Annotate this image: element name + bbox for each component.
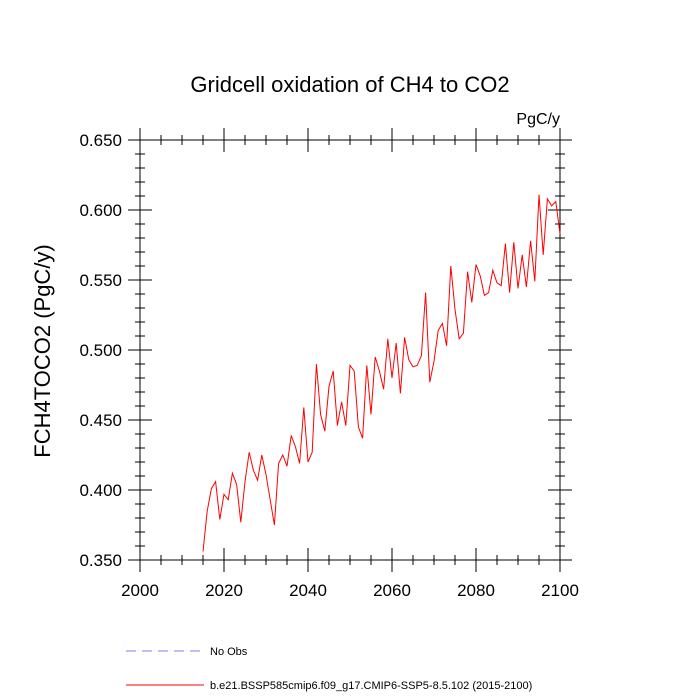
- legend-label: No Obs: [210, 646, 248, 658]
- axis-ticks: [128, 128, 572, 572]
- legend-label: b.e21.BSSP585cmip6.f09_g17.CMIP6-SSP5-8.…: [210, 680, 532, 692]
- y-tick-label: 0.350: [79, 551, 122, 570]
- y-tick-label: 0.600: [79, 201, 122, 220]
- y-tick-label: 0.550: [79, 271, 122, 290]
- axis-tick-labels: 2000 2020 2040 2060 2080 2100 0.350 0.400 0.450 0…: [79, 131, 578, 600]
- units-label: PgC/y: [516, 111, 560, 128]
- chart-title: Gridcell oxidation of CH4 to CO2: [190, 72, 509, 97]
- y-tick-label: 0.500: [79, 341, 122, 360]
- x-tick-label: 2000: [121, 581, 159, 600]
- x-tick-label: 2080: [457, 581, 495, 600]
- plot-frame: [139, 139, 561, 561]
- x-tick-label: 2060: [373, 581, 411, 600]
- x-tick-label: 2100: [541, 581, 579, 600]
- series-line: [202, 194, 561, 552]
- x-tick-label: 2020: [205, 581, 243, 600]
- y-tick-label: 0.400: [79, 481, 122, 500]
- x-tick-label: 2040: [289, 581, 327, 600]
- y-tick-label: 0.450: [79, 411, 122, 430]
- y-tick-label: 0.650: [79, 131, 122, 150]
- legend: No Obs b.e21.BSSP585cmip6.f09_g17.CMIP6-S…: [126, 646, 532, 692]
- series-lines: [202, 194, 561, 552]
- y-axis-label: FCH4TOCO2 (PgC/y): [30, 244, 55, 458]
